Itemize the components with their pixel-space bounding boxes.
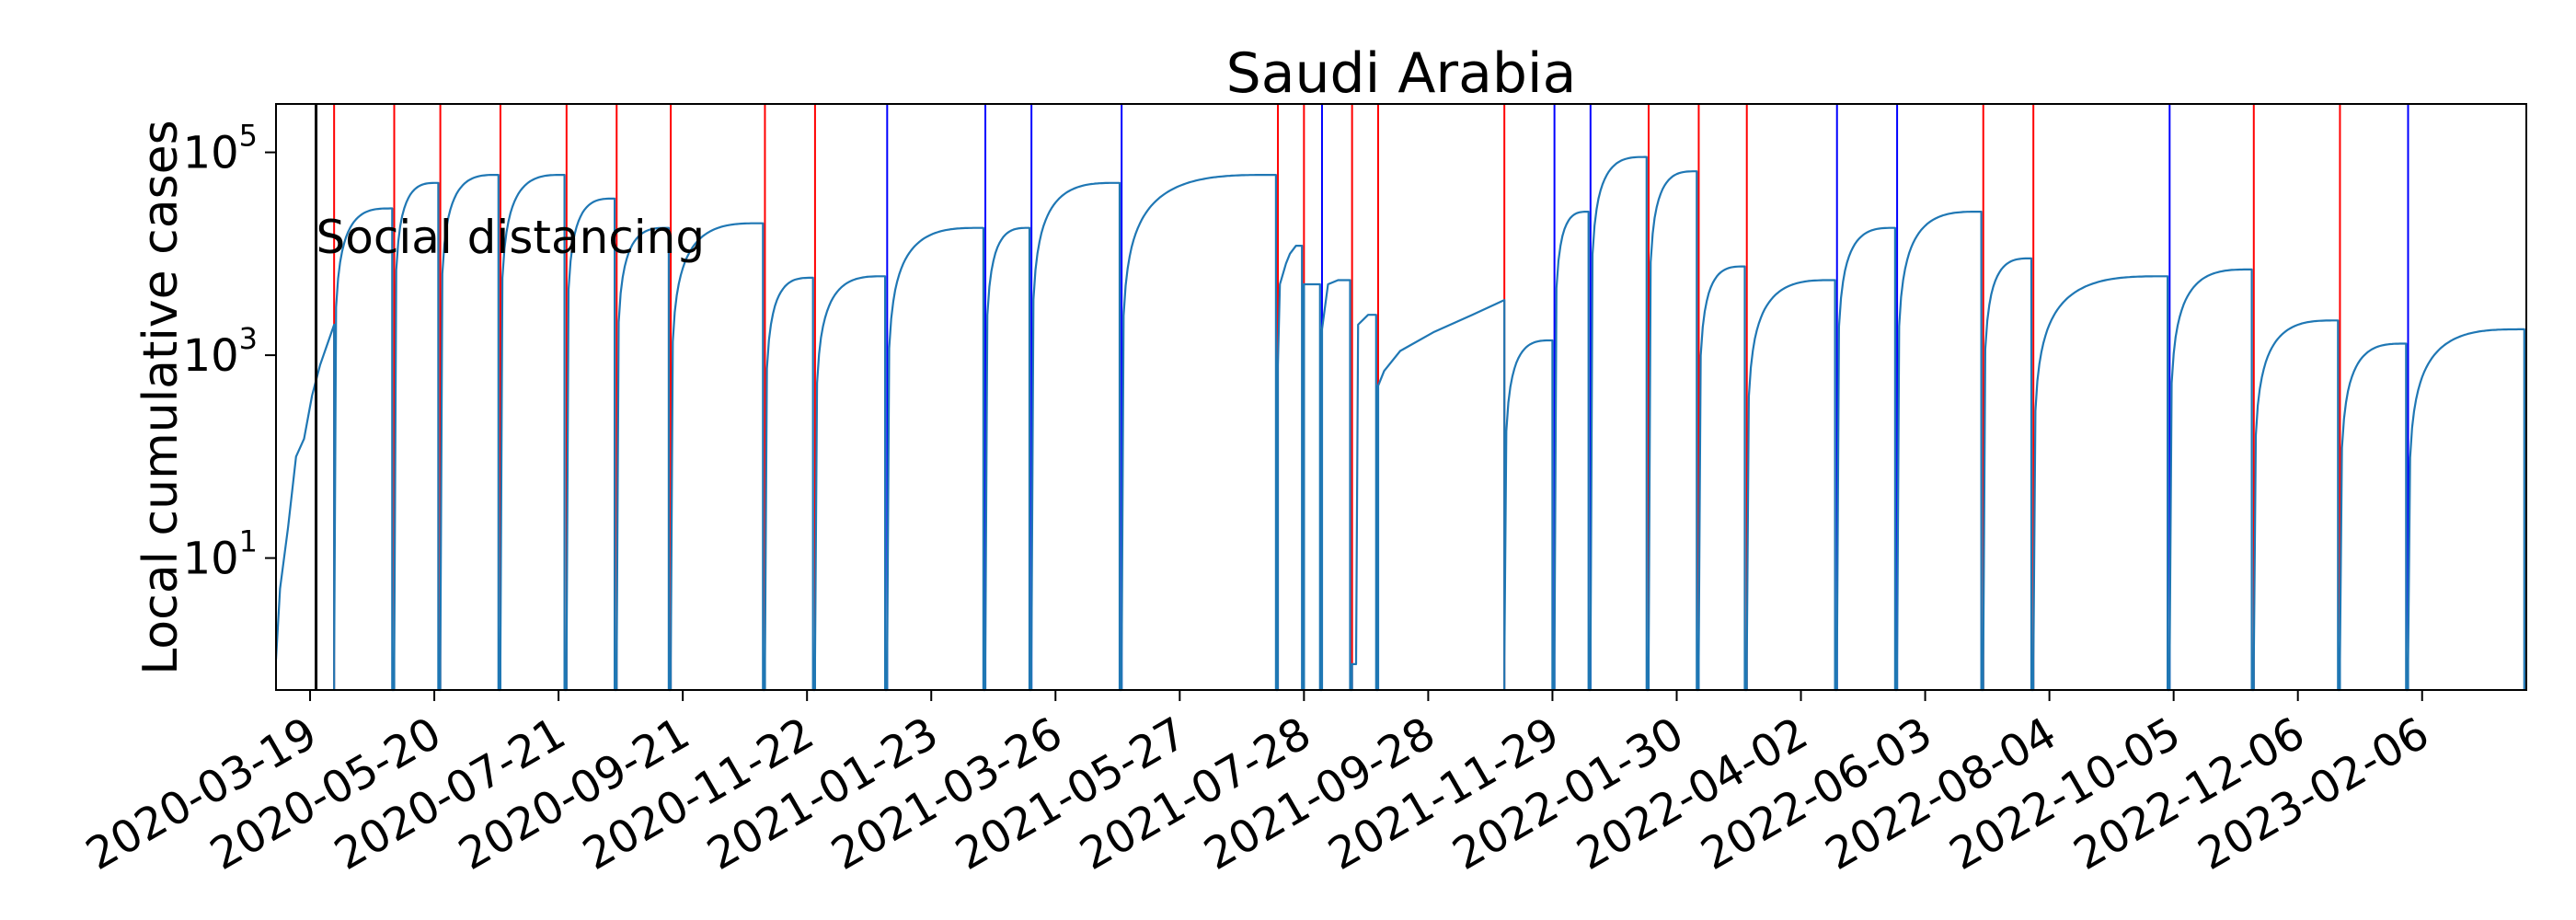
plot-frame (275, 103, 2527, 691)
y-tick-label: 105 (183, 119, 258, 179)
y-axis-ticks: 101 103 105 (183, 119, 276, 585)
y-tick-label: 103 (183, 321, 258, 382)
chart-title: Saudi Arabia (1226, 41, 1577, 106)
x-axis-ticks: 2020-03-192020-05-202020-07-212020-09-21… (77, 690, 2438, 880)
social-distancing-label: Social distancing (316, 211, 706, 264)
annotation: Social distancing (315, 104, 706, 690)
y-tick-label: 101 (183, 524, 258, 585)
event-lines (333, 104, 2409, 690)
y-axis-label: Local cumulative cases (133, 120, 189, 675)
